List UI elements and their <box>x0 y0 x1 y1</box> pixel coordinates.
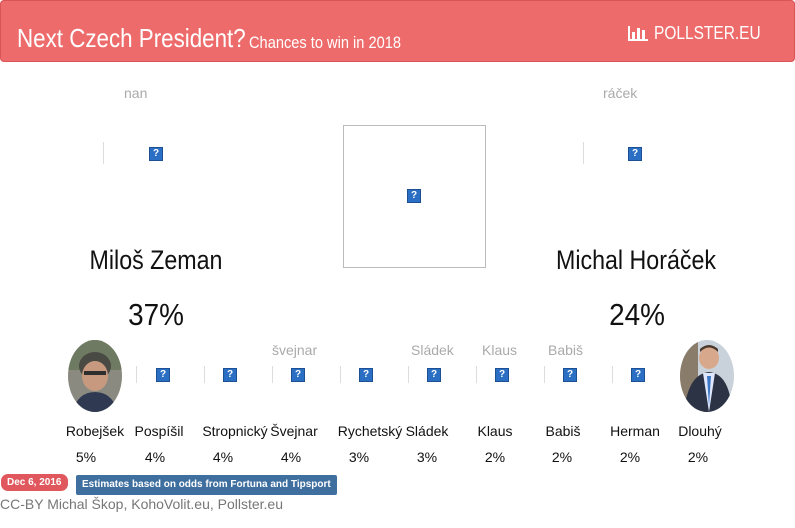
broken-image-icon: ? <box>628 147 642 161</box>
credits-text: CC-BY Michal Škop, KohoVolit.eu, Pollste… <box>0 496 284 512</box>
page-subtitle: Chances to win in 2018 <box>249 33 401 52</box>
avatar <box>680 340 734 412</box>
broken-image-icon: ? <box>495 368 509 382</box>
broken-image-icon: ? <box>156 368 170 382</box>
candidate-image-alt: Sládek <box>411 342 454 358</box>
candidate-name: Stropnický <box>202 423 268 439</box>
leader-image-alt: nan <box>124 85 148 101</box>
broken-image-icon: ? <box>149 147 163 161</box>
divider <box>408 366 409 383</box>
leader-image-alt: ráček <box>603 85 638 101</box>
divider <box>272 366 273 383</box>
candidate-pct: 5% <box>75 449 97 465</box>
date-badge: Dec 6, 2016 <box>1 474 68 491</box>
candidate-pct: 2% <box>687 449 709 465</box>
leader-pct: 37% <box>128 297 184 332</box>
candidate-name: Rychetský <box>337 423 403 439</box>
center-image: ? <box>343 125 486 268</box>
candidate-name: Dlouhý <box>678 423 722 439</box>
candidate-name: Pospíšil <box>134 423 184 439</box>
divider <box>544 366 545 383</box>
broken-image-icon: ? <box>223 368 237 382</box>
divider <box>136 366 137 383</box>
brand-label: POLLSTER.EU <box>653 22 761 43</box>
divider <box>583 142 584 164</box>
leader-name: Michal Horáček <box>555 245 717 275</box>
candidate-image-alt: Babiš <box>548 342 584 358</box>
header-banner: Next Czech President? Chances to win in … <box>0 0 795 62</box>
candidate-image-alt: švejnar <box>272 342 318 358</box>
broken-image-icon: ? <box>631 368 645 382</box>
candidate-image-alt: Klaus <box>482 342 518 358</box>
candidate-name: Švejnar <box>270 423 318 439</box>
candidate-name: Klaus <box>477 423 513 439</box>
page-title: Next Czech President? <box>17 23 246 53</box>
divider <box>340 366 341 383</box>
candidate-name: Sládek <box>405 423 449 439</box>
candidate-pct: 4% <box>280 449 302 465</box>
broken-image-icon: ? <box>427 368 441 382</box>
broken-image-icon: ? <box>291 368 305 382</box>
candidate-pct: 4% <box>144 449 166 465</box>
broken-image-icon: ? <box>407 189 421 203</box>
divider <box>103 142 104 164</box>
candidate-name: Robejšek <box>65 423 125 439</box>
candidate-name: Herman <box>610 423 660 439</box>
bar-chart-icon <box>627 25 648 41</box>
leader-pct: 24% <box>609 297 665 332</box>
divider <box>612 366 613 383</box>
divider <box>476 366 477 383</box>
candidate-pct: 2% <box>484 449 506 465</box>
broken-image-icon: ? <box>359 368 373 382</box>
candidate-pct: 2% <box>551 449 573 465</box>
source-note-badge: Estimates based on odds from Fortuna and… <box>76 475 337 495</box>
candidate-pct: 4% <box>212 449 234 465</box>
leader-name: Miloš Zeman <box>89 245 223 275</box>
avatar <box>68 340 122 412</box>
candidate-pct: 3% <box>348 449 370 465</box>
candidate-pct: 3% <box>416 449 438 465</box>
candidate-name: Babiš <box>545 423 581 439</box>
brand-link[interactable]: POLLSTER.EU <box>627 22 778 44</box>
broken-image-icon: ? <box>563 368 577 382</box>
candidate-pct: 2% <box>619 449 641 465</box>
divider <box>204 366 205 383</box>
